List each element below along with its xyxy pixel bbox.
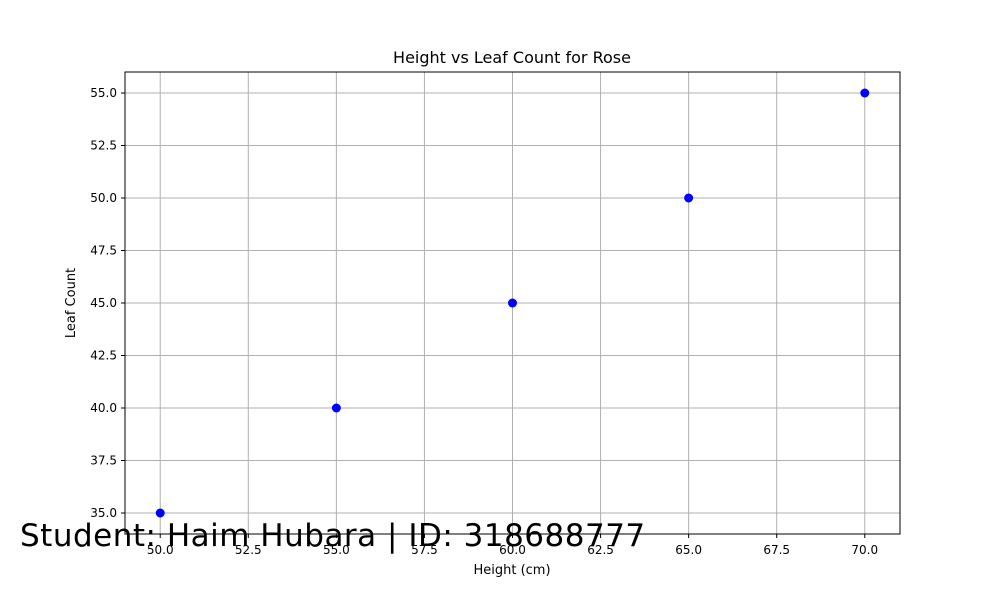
y-tick-label: 45.0 — [90, 296, 117, 310]
y-tick-label: 52.5 — [90, 139, 117, 153]
chart-title: Height vs Leaf Count for Rose — [393, 48, 631, 67]
y-axis-ticks: 35.0 37.5 40.0 42.5 45.0 47.5 50.0 52.5 55.0 — [90, 86, 125, 520]
y-tick-label: 55.0 — [90, 86, 117, 100]
y-tick-label: 40.0 — [90, 401, 117, 415]
y-tick-label: 42.5 — [90, 349, 117, 363]
data-point — [508, 298, 517, 308]
x-tick-label: 52.5 — [235, 543, 262, 557]
x-tick-label: 70.0 — [851, 543, 878, 557]
data-points — [155, 88, 870, 518]
y-tick-label: 50.0 — [90, 191, 117, 205]
x-tick-label: 65.0 — [675, 543, 702, 557]
student-watermark: Student: Haim Hubara | ID: 318688777 — [20, 518, 646, 554]
data-point — [331, 403, 341, 413]
x-tick-label: 60.0 — [499, 543, 526, 557]
x-tick-label: 67.5 — [763, 543, 790, 557]
y-tick-label: 47.5 — [90, 244, 117, 258]
x-tick-label: 57.5 — [411, 543, 438, 557]
x-tick-label: 55.0 — [323, 543, 350, 557]
data-point — [155, 508, 165, 518]
y-tick-label: 35.0 — [90, 506, 117, 520]
x-tick-label: 62.5 — [587, 543, 614, 557]
x-axis-label: Height (cm) — [473, 563, 550, 578]
data-point — [684, 193, 694, 203]
data-point — [860, 88, 870, 98]
x-axis-ticks: 50.0 52.5 55.0 57.5 60.0 62.5 65.0 67.5 70.0 — [147, 534, 878, 557]
y-tick-label: 37.5 — [90, 454, 117, 468]
x-tick-label: 50.0 — [147, 543, 174, 557]
y-axis-label: Leaf Count — [64, 268, 79, 338]
